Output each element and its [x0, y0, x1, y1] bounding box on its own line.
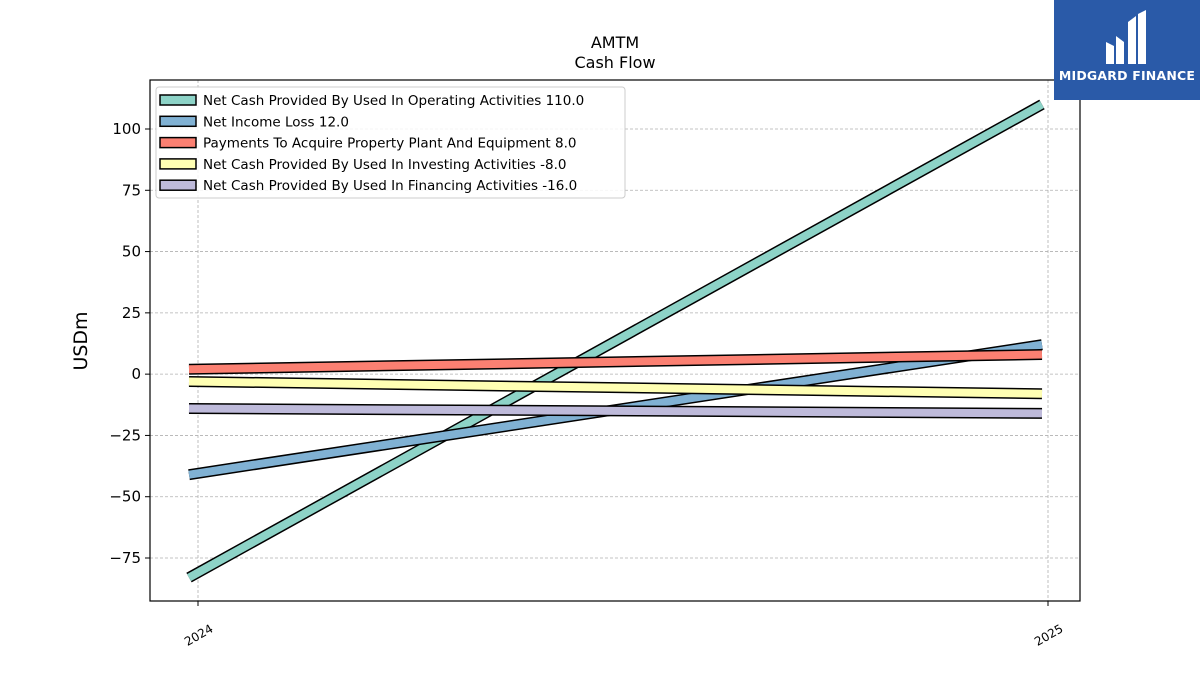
legend-swatch: [159, 94, 197, 106]
chart-title: AMTM: [591, 33, 639, 52]
series-line-fill: [188, 404, 1043, 418]
x-tick-label: 2024: [182, 621, 215, 648]
legend-entry: Net Income Loss 12.0: [203, 114, 349, 130]
legend-swatch: [159, 179, 197, 191]
plot-frame: [149, 79, 1081, 602]
y-axis-label: USDm: [70, 311, 92, 370]
legend-entry: Net Cash Provided By Used In Financing A…: [203, 178, 577, 194]
midgard-finance-logo: MIDGARD FINANCE: [1054, 0, 1200, 100]
x-tick-label: 2025: [1032, 621, 1065, 648]
legend-box: [155, 86, 626, 199]
legend-entry: Net Cash Provided By Used In Operating A…: [203, 93, 584, 109]
legend-swatch: [159, 136, 197, 149]
y-tick-label: 0: [131, 365, 141, 383]
legend-entry: Payments To Acquire Property Plant And E…: [203, 136, 577, 152]
y-tick-label: −25: [109, 426, 141, 444]
y-tick-label: −75: [109, 549, 141, 567]
y-tick-label: 50: [122, 243, 141, 261]
legend-swatch: [159, 115, 197, 128]
logo-mark-icon: [1106, 10, 1146, 64]
legend-swatch: [159, 158, 197, 170]
legend-entry: Net Cash Provided By Used In Investing A…: [203, 157, 566, 173]
y-tick-label: 75: [122, 181, 141, 199]
series-line-fill: [188, 350, 1043, 374]
series-lines: [186, 99, 1045, 583]
chart-subtitle: Cash Flow: [574, 53, 655, 72]
series-line-4: [188, 402, 1043, 419]
y-tick-label: 25: [122, 304, 141, 322]
y-tick-label: −50: [109, 488, 141, 506]
series-line-0: [186, 99, 1045, 583]
y-tick-label: 100: [112, 120, 141, 138]
series-line-fill: [188, 377, 1043, 398]
legend: Net Cash Provided By Used In Operating A…: [155, 86, 626, 199]
series-line-3: [188, 375, 1043, 400]
series-line-fill: [187, 100, 1044, 582]
logo-text: MIDGARD FINANCE: [1058, 68, 1196, 83]
series-line-2: [188, 349, 1043, 375]
